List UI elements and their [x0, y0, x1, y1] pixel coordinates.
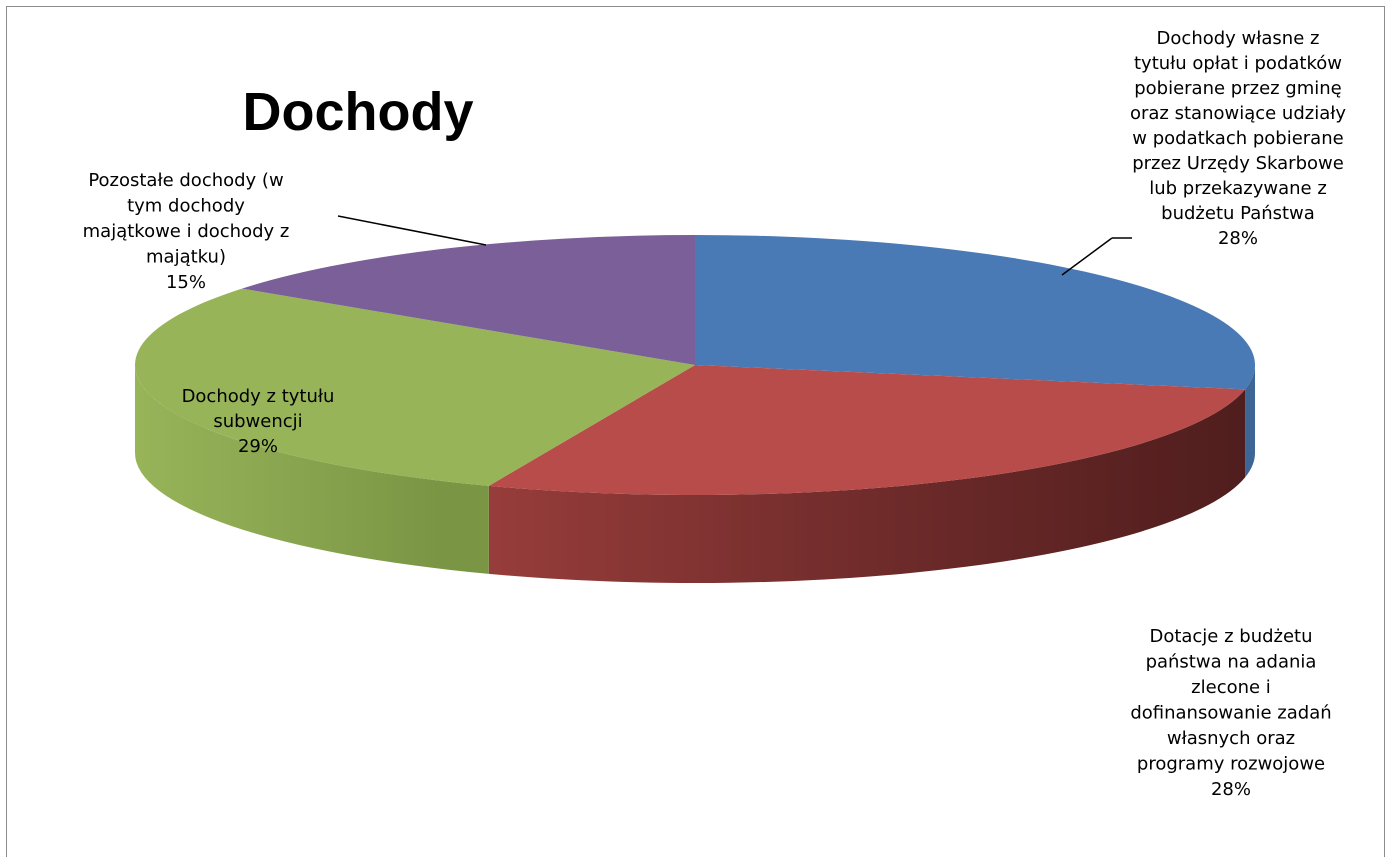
slice-label-4: Pozostałe dochody (w tym dochody majątkowe…: [83, 170, 290, 293]
pie-slice-1: [695, 235, 1255, 390]
slice-label-line: programy rozwojowe: [1137, 754, 1325, 775]
slice-labels: Dochody własne z tytułu opłat i podatków p…: [83, 28, 1347, 800]
slice-percent-label: 28%: [1218, 228, 1258, 249]
slice-label-line: majątkowe i dochody z: [83, 221, 290, 242]
slice-label-3: Dochody z tytułu subwencji 29%: [182, 386, 335, 457]
slice-label-line: Pozostałe dochody (w: [88, 170, 283, 191]
pie-side-slice-2: [488, 389, 1246, 583]
leader-line-slice-1: [1061, 237, 1113, 276]
slice-label-line: Dotacje z budżetu: [1149, 626, 1312, 647]
slice-label-line: Dochody z tytułu: [182, 386, 335, 407]
slice-label-line: subwencji: [213, 411, 302, 432]
slice-label-line: własnych oraz: [1167, 728, 1295, 749]
slice-label-line: Dochody własne z: [1157, 28, 1320, 49]
pie-slice-2: [488, 365, 1246, 495]
slice-label-line: oraz stanowiące udziały: [1130, 103, 1346, 124]
slice-label-line: przez Urzędy Skarbowe: [1132, 153, 1344, 174]
pie-side-slice-1: [1245, 365, 1255, 478]
slice-label-line: zlecone i: [1191, 677, 1271, 698]
slice-label-line: budżetu Państwa: [1161, 203, 1315, 224]
slice-percent-label: 28%: [1211, 779, 1251, 800]
slice-label-line: w podatkach pobierane: [1132, 128, 1343, 149]
leader-line-slice-4: [337, 215, 487, 246]
pie-top: [135, 235, 1255, 495]
slice-label-2: Dotacje z budżetu państwa na adania zlecon…: [1130, 626, 1331, 800]
slice-label-line: lub przekazywane z: [1149, 178, 1327, 199]
pie-slice-4: [241, 235, 695, 365]
slice-label-line: tym dochody: [127, 196, 245, 217]
slice-percent-label: 29%: [238, 436, 278, 457]
pie-sides: [135, 365, 1255, 583]
slice-label-line: dofinansowanie zadań: [1130, 703, 1331, 724]
slice-label-1: Dochody własne z tytułu opłat i podatków p…: [1130, 28, 1346, 249]
pie-slice-3: [135, 288, 696, 486]
slice-label-line: tytułu opłat i podatków: [1134, 53, 1342, 74]
slice-label-line: państwa na adania: [1146, 652, 1317, 673]
slice-label-line: pobierane przez gminę: [1134, 78, 1342, 99]
slice-percent-label: 15%: [166, 272, 206, 293]
chart-title: Dochody: [242, 82, 473, 142]
slice-label-line: majątku): [146, 247, 226, 268]
pie-side-slice-3: [135, 365, 489, 574]
